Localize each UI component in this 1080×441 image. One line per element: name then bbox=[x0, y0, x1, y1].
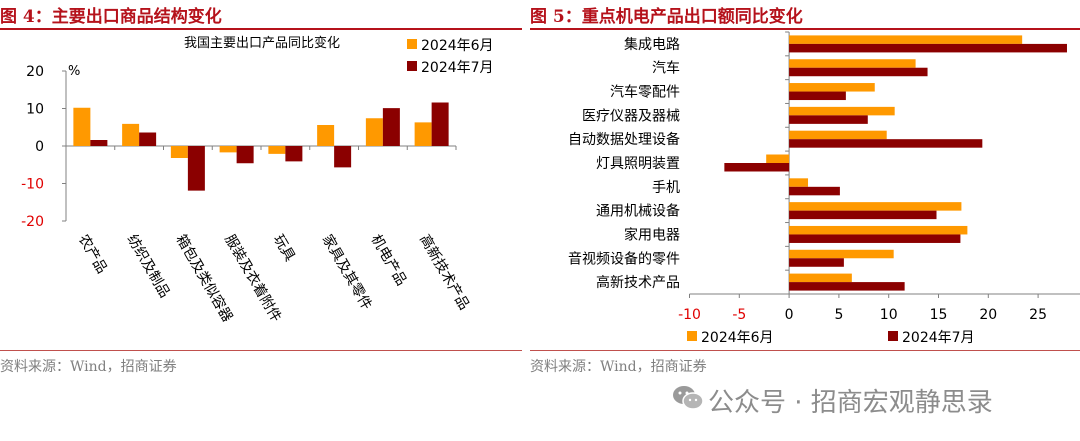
bar-jun bbox=[73, 107, 91, 146]
bar-jun bbox=[414, 122, 432, 146]
bar-jul bbox=[789, 210, 937, 220]
category-label: 音视频设备的零件 bbox=[568, 250, 680, 267]
bar-jun bbox=[789, 249, 894, 259]
figure5-bottom-rule bbox=[530, 350, 1080, 351]
x-tick-label: 15 bbox=[930, 307, 948, 323]
y-tick-label: -20 bbox=[21, 214, 44, 230]
bar-jun bbox=[766, 154, 790, 163]
legend-swatch bbox=[407, 61, 417, 71]
category-label: 高新技术产品 bbox=[596, 274, 680, 291]
bar-jun bbox=[268, 146, 286, 154]
legend-label: 2024年7月 bbox=[902, 330, 975, 346]
figure5-title: 图 5：重点机电产品出口额同比变化 bbox=[530, 7, 803, 27]
wechat-icon bbox=[673, 386, 704, 410]
x-tick-label: 玩具 bbox=[270, 232, 298, 264]
x-tick-label: 25 bbox=[1029, 307, 1047, 323]
x-tick-label: 5 bbox=[834, 307, 843, 323]
figure4-title: 图 4：主要出口商品结构变化 bbox=[0, 7, 222, 27]
bar-jun bbox=[170, 146, 188, 158]
x-tick-label: 农产品 bbox=[75, 232, 110, 276]
legend-swatch bbox=[407, 39, 417, 49]
y-tick-label: 0 bbox=[35, 139, 44, 155]
bar-jul bbox=[285, 146, 303, 162]
bar-jul bbox=[789, 115, 868, 124]
figure5-source: 资料来源：Wind，招商证券 bbox=[530, 359, 707, 375]
y-axis-unit: % bbox=[68, 64, 80, 79]
bar-jul bbox=[789, 139, 983, 148]
bar-jul bbox=[236, 146, 254, 164]
bar-jun bbox=[789, 106, 895, 116]
bar-jun bbox=[789, 130, 887, 140]
bar-jul bbox=[187, 146, 205, 191]
category-label: 汽车零配件 bbox=[610, 84, 680, 101]
x-tick-label: 家具及其零件 bbox=[319, 232, 376, 313]
legend-label: 2024年6月 bbox=[421, 38, 494, 54]
category-label: 汽车 bbox=[652, 60, 680, 77]
bar-jul bbox=[382, 108, 400, 146]
x-tick-label: 10 bbox=[880, 307, 898, 323]
figure5-chart: 集成电路汽车汽车零配件医疗仪器及器械自动数据处理设备灯具照明装置手机通用机械设备… bbox=[568, 31, 1080, 346]
right-panel: 图 5：重点机电产品出口额同比变化 集成电路汽车汽车零配件医疗仪器及器械自动数据… bbox=[530, 0, 1080, 441]
category-label: 集成电路 bbox=[624, 36, 680, 53]
bar-jun bbox=[789, 225, 968, 235]
bar-jul bbox=[90, 140, 108, 146]
bar-jul bbox=[789, 234, 961, 243]
bar-jun bbox=[789, 83, 875, 92]
x-tick-label: 纺织及制品 bbox=[124, 232, 173, 301]
bar-jul bbox=[789, 282, 905, 291]
chart-title: 我国主要出口产品同比变化 bbox=[184, 35, 340, 51]
bar-jun bbox=[789, 59, 916, 68]
bar-jul bbox=[789, 43, 1067, 53]
bar-jun bbox=[219, 146, 237, 153]
bar-jun bbox=[365, 118, 383, 146]
bar-jul bbox=[139, 132, 157, 146]
legend-swatch bbox=[687, 331, 697, 341]
bar-jul bbox=[789, 186, 840, 196]
category-label: 通用机械设备 bbox=[596, 203, 680, 220]
x-tick-label: 0 bbox=[785, 307, 794, 323]
category-label: 自动数据处理设备 bbox=[568, 131, 680, 148]
bar-jul bbox=[431, 102, 449, 146]
bar-jun bbox=[789, 202, 962, 211]
x-tick-label: 机电产品 bbox=[367, 232, 409, 288]
left-panel: 图 4：主要出口商品结构变化 我国主要出口产品同比变化 -20 -10 0 10 20% 农… bbox=[0, 0, 522, 441]
figure4-top-rule bbox=[0, 28, 522, 30]
x-tick-label: 高新技术产品 bbox=[416, 232, 473, 313]
figure4-source: 资料来源：Wind，招商证券 bbox=[0, 359, 177, 375]
category-label: 灯具照明装置 bbox=[596, 156, 680, 172]
category-label: 手机 bbox=[652, 180, 680, 196]
figure5-top-rule bbox=[530, 28, 1080, 30]
x-tick-label: -5 bbox=[732, 307, 746, 323]
legend-swatch bbox=[888, 331, 898, 341]
x-tick-label: -10 bbox=[678, 307, 701, 323]
bar-jul bbox=[789, 67, 928, 77]
bar-jun bbox=[789, 35, 1023, 44]
category-label: 家用电器 bbox=[624, 226, 680, 243]
y-tick-label: -10 bbox=[21, 177, 44, 193]
bar-jul bbox=[789, 91, 846, 101]
bar-jul bbox=[789, 258, 844, 267]
bar-jun bbox=[122, 123, 140, 146]
legend-label: 2024年6月 bbox=[701, 330, 774, 346]
bar-jun bbox=[789, 178, 809, 187]
legend-label: 2024年7月 bbox=[421, 60, 494, 76]
bar-jul bbox=[724, 163, 790, 172]
figure4-bottom-rule bbox=[0, 350, 522, 351]
bar-jun bbox=[789, 273, 852, 283]
watermark-text: 公众号 · 招商宏观静思录 bbox=[708, 388, 993, 418]
bar-jul bbox=[334, 146, 352, 168]
x-tick-label: 20 bbox=[979, 307, 997, 323]
y-tick-label: 20 bbox=[26, 64, 44, 80]
bar-jun bbox=[317, 125, 335, 146]
y-tick-label: 10 bbox=[26, 102, 44, 118]
category-label: 医疗仪器及器械 bbox=[582, 108, 680, 124]
